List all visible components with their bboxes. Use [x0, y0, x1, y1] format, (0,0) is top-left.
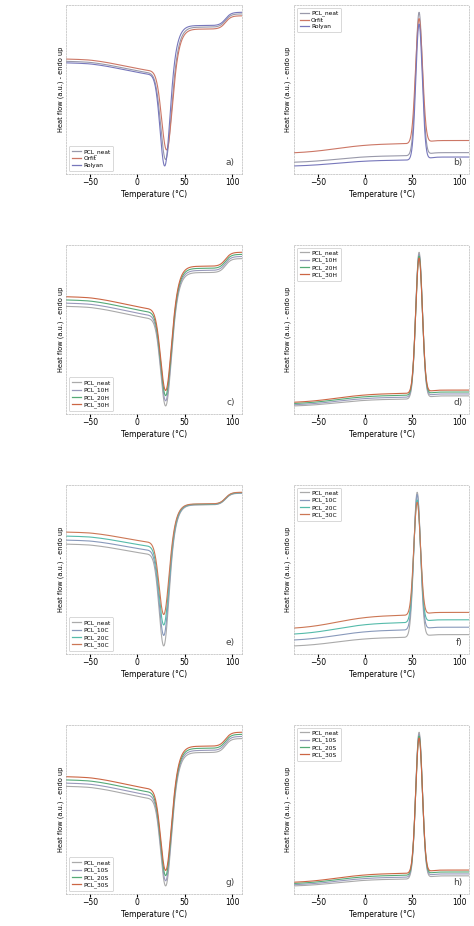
Text: c): c)	[226, 398, 235, 407]
Legend: PCL_neat, Orfit, Rolyan: PCL_neat, Orfit, Rolyan	[297, 7, 341, 32]
Text: b): b)	[453, 157, 462, 167]
Text: e): e)	[226, 638, 235, 647]
Legend: PCL_neat, PCL_10C, PCL_20C, PCL_30C: PCL_neat, PCL_10C, PCL_20C, PCL_30C	[69, 618, 113, 651]
X-axis label: Temperature (°C): Temperature (°C)	[348, 909, 415, 919]
Y-axis label: Heat flow (a.u.) - endo up: Heat flow (a.u.) - endo up	[285, 286, 292, 372]
Legend: PCL_neat, PCL_10S, PCL_20S, PCL_30S: PCL_neat, PCL_10S, PCL_20S, PCL_30S	[297, 728, 341, 761]
Y-axis label: Heat flow (a.u.) - endo up: Heat flow (a.u.) - endo up	[57, 526, 64, 612]
X-axis label: Temperature (°C): Temperature (°C)	[121, 430, 187, 439]
Text: f): f)	[456, 638, 462, 647]
X-axis label: Temperature (°C): Temperature (°C)	[348, 190, 415, 198]
Text: a): a)	[226, 157, 235, 167]
X-axis label: Temperature (°C): Temperature (°C)	[121, 909, 187, 919]
Y-axis label: Heat flow (a.u.) - endo up: Heat flow (a.u.) - endo up	[285, 526, 292, 612]
Text: d): d)	[453, 398, 462, 407]
Legend: PCL_neat, PCL_10H, PCL_20H, PCL_30H: PCL_neat, PCL_10H, PCL_20H, PCL_30H	[297, 247, 341, 281]
Y-axis label: Heat flow (a.u.) - endo up: Heat flow (a.u.) - endo up	[57, 767, 64, 852]
Text: g): g)	[225, 878, 235, 887]
Y-axis label: Heat flow (a.u.) - endo up: Heat flow (a.u.) - endo up	[57, 286, 64, 372]
Legend: PCL_neat, PCL_10C, PCL_20C, PCL_30C: PCL_neat, PCL_10C, PCL_20C, PCL_30C	[297, 487, 341, 520]
Y-axis label: Heat flow (a.u.) - endo up: Heat flow (a.u.) - endo up	[285, 767, 292, 852]
X-axis label: Temperature (°C): Temperature (°C)	[348, 430, 415, 439]
Legend: PCL_neat, PCL_10S, PCL_20S, PCL_30S: PCL_neat, PCL_10S, PCL_20S, PCL_30S	[69, 857, 113, 891]
X-axis label: Temperature (°C): Temperature (°C)	[121, 669, 187, 679]
Legend: PCL_neat, Orfit, Rolyan: PCL_neat, Orfit, Rolyan	[69, 146, 113, 170]
Y-axis label: Heat flow (a.u.) - endo up: Heat flow (a.u.) - endo up	[57, 46, 64, 131]
X-axis label: Temperature (°C): Temperature (°C)	[121, 190, 187, 198]
Text: h): h)	[453, 878, 462, 887]
Legend: PCL_neat, PCL_10H, PCL_20H, PCL_30H: PCL_neat, PCL_10H, PCL_20H, PCL_30H	[69, 378, 113, 411]
X-axis label: Temperature (°C): Temperature (°C)	[348, 669, 415, 679]
Y-axis label: Heat flow (a.u.) - endo up: Heat flow (a.u.) - endo up	[285, 46, 292, 131]
